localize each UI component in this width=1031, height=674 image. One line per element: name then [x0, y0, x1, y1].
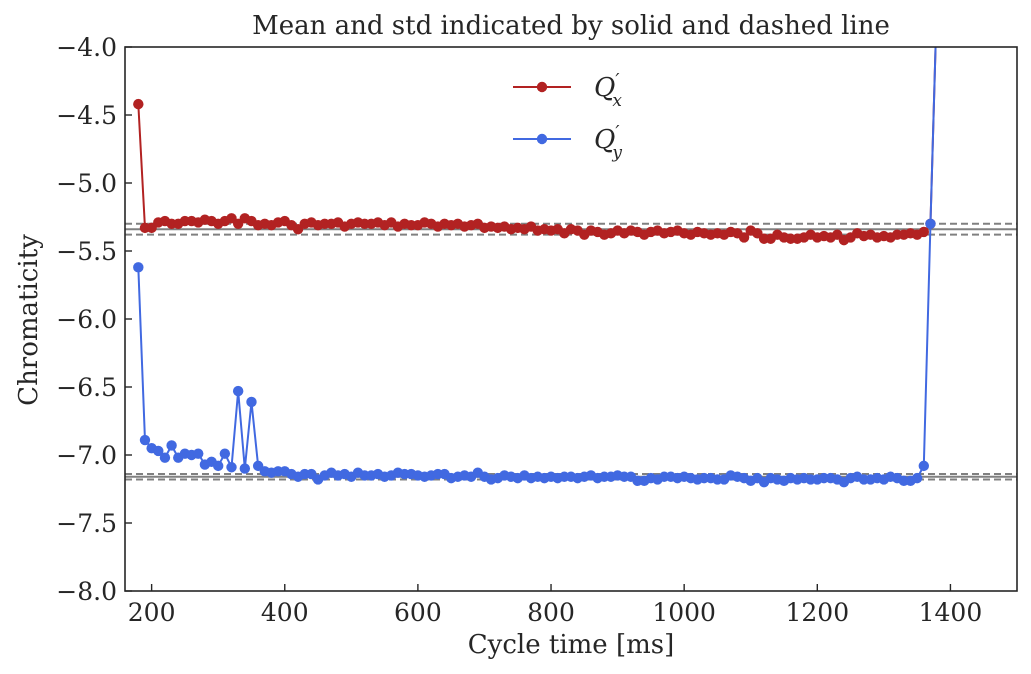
series-point-y — [159, 452, 171, 463]
series-point-y — [226, 462, 237, 473]
series-point-y — [153, 445, 164, 457]
series-point-x — [738, 232, 750, 243]
legend-marker-y — [536, 133, 548, 145]
series-point-y — [166, 440, 177, 451]
series-point-y — [918, 460, 930, 472]
x-axis: 200 400 600 800 1000 1200 1400 — [128, 584, 982, 627]
x-tick-label: 1200 — [785, 598, 849, 627]
series-point-x — [133, 98, 144, 110]
series-point-y — [925, 218, 936, 229]
series-point-y — [133, 262, 144, 273]
y-tick-label: −5.0 — [56, 169, 117, 198]
series-point-x — [918, 226, 930, 238]
x-tick-label: 1000 — [652, 598, 716, 627]
series-point-y — [193, 448, 204, 459]
y-tick-label: −6.0 — [56, 305, 117, 334]
y-tick-label: −7.5 — [56, 509, 117, 538]
x-tick-label: 800 — [527, 598, 575, 627]
y-tick-label: −5.5 — [56, 237, 117, 266]
chart-title: Mean and std indicated by solid and dash… — [252, 11, 890, 41]
y-axis-label: Chromaticity — [14, 234, 44, 406]
series-point-y — [246, 396, 257, 408]
legend-label-x: Q′ x — [594, 70, 622, 111]
series-point-y — [212, 460, 224, 472]
series-layer — [133, 47, 937, 488]
series-point-y — [139, 434, 151, 446]
y-axis: −4.0 −4.5 −5.0 −5.5 −6.0 −6.5 −7.0 −7.5 −8.0 — [56, 33, 132, 606]
y-tick-label: −8.0 — [56, 577, 117, 606]
y-tick-label: −7.0 — [56, 441, 117, 470]
x-tick-label: 200 — [128, 598, 176, 627]
x-tick-label: 1400 — [919, 598, 983, 627]
x-tick-label: 400 — [261, 598, 309, 627]
x-axis-label: Cycle time [ms] — [468, 630, 674, 660]
legend-label-y: Q′ y — [594, 122, 622, 163]
series-point-y — [232, 385, 244, 397]
plot-frame — [124, 46, 1018, 592]
legend: Q′ x Q′ y — [513, 70, 622, 163]
mean-std-lines — [125, 222, 1017, 481]
x-tick-label: 600 — [394, 598, 442, 627]
y-tick-label: −4.0 — [56, 33, 117, 62]
series-point-y — [911, 472, 923, 484]
y-tick-label: −6.5 — [56, 373, 117, 402]
series-point-y — [239, 463, 251, 474]
legend-marker-x — [536, 81, 548, 93]
y-tick-label: −4.5 — [56, 101, 117, 130]
series-point-y — [219, 448, 231, 459]
